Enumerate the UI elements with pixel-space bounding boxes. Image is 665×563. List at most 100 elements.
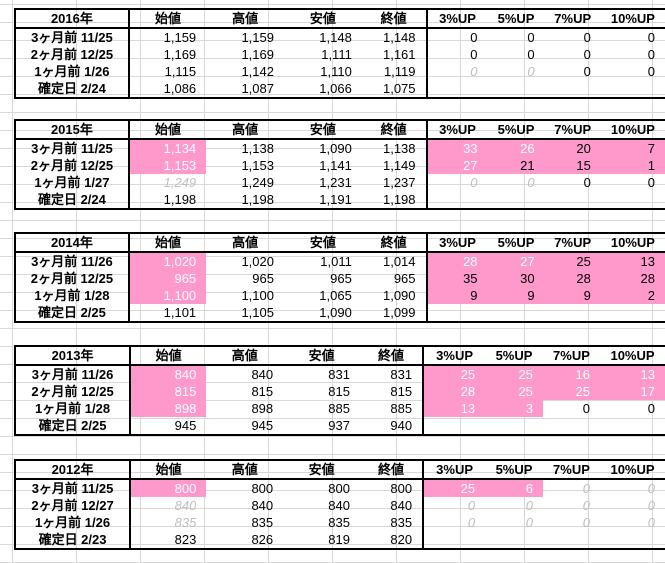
price-cell-start: 1,249 bbox=[163, 175, 197, 190]
table-row: 3ヶ月前 11/25 1,159 1,159 1,148 1,148 0 0 0 0 bbox=[16, 28, 665, 46]
price-cell-start: 800 bbox=[130, 479, 207, 497]
price-cell-start: 835 bbox=[174, 515, 197, 530]
column-header-high: 高値 bbox=[206, 347, 284, 366]
up-count-cell-up5: 0 bbox=[525, 515, 533, 530]
price-cell-start: 965 bbox=[128, 270, 207, 287]
up-count-cell-up5: 26 bbox=[487, 139, 545, 157]
column-header-up10: 10%UP bbox=[600, 10, 665, 29]
price-cell-high: 1,100 bbox=[241, 288, 274, 303]
up-count-cell-up7: 25 bbox=[542, 383, 601, 400]
up-count-cell-up10 bbox=[601, 80, 665, 97]
price-cell-low: 1,141 bbox=[319, 158, 352, 173]
column-header-up7: 7%UP bbox=[542, 461, 601, 480]
up-count-cell-up3: 25 bbox=[423, 479, 486, 497]
up-count-cell-up7: 9 bbox=[544, 287, 601, 304]
year-block-3: 2013年 始値 高値 安値 終値 3%UP 5%UP 7%UP 10%UP 3ヶ月前 11/26… bbox=[14, 345, 665, 436]
price-cell-close: 840 bbox=[359, 497, 425, 514]
price-cell-low: 1,066 bbox=[319, 81, 352, 96]
price-cell-low: 835 bbox=[328, 515, 350, 530]
column-header-close: 終値 bbox=[359, 461, 425, 480]
price-cell-start: 1,115 bbox=[164, 64, 197, 79]
row-label: 2ヶ月前 12/25 bbox=[16, 46, 130, 63]
price-cell-start: 1,134 bbox=[128, 139, 207, 157]
up-count-cell-up5: 0 bbox=[525, 498, 533, 513]
column-header-start: 始値 bbox=[130, 461, 207, 480]
price-cell-start: 823 bbox=[174, 532, 197, 547]
up-count-cell-up3 bbox=[427, 304, 488, 321]
table-row: 2ヶ月前 12/25 1,169 1,169 1,111 1,161 0 0 0 0 bbox=[16, 46, 665, 63]
up-count-cell-up5 bbox=[488, 191, 545, 208]
up-count-cell-up5: 0 bbox=[527, 175, 535, 190]
up-count-cell-up7 bbox=[545, 80, 601, 97]
up-count-cell-up7: 0 bbox=[583, 64, 591, 79]
table-row: 3ヶ月前 11/26 840 840 831 831 25 25 16 13 bbox=[16, 365, 665, 383]
up-count-cell-up5: 3 bbox=[485, 400, 543, 417]
row-label: 2ヶ月前 12/27 bbox=[16, 497, 132, 514]
row-label: 3ヶ月前 11/25 bbox=[16, 28, 130, 46]
column-header-up5: 5%UP bbox=[487, 121, 545, 140]
table-row: 3ヶ月前 11/25 800 800 800 800 25 6 0 0 bbox=[16, 479, 665, 497]
row-label: 確定日 2/23 bbox=[16, 531, 132, 548]
price-cell-close: 885 bbox=[359, 400, 425, 417]
row-label: 1ヶ月前 1/26 bbox=[16, 63, 130, 80]
up-count-cell-up5: 25 bbox=[485, 383, 543, 400]
row-label: 1ヶ月前 1/26 bbox=[16, 514, 132, 531]
column-header-up3: 3%UP bbox=[426, 121, 488, 140]
up-count-cell-up10: 0 bbox=[647, 481, 655, 496]
price-cell-start: 945 bbox=[174, 418, 197, 433]
up-count-cell-up7: 0 bbox=[582, 515, 591, 530]
table-row: 1ヶ月前 1/28 898 898 885 885 13 3 0 0 bbox=[16, 400, 665, 417]
price-cell-high: 835 bbox=[251, 515, 274, 530]
column-header-low: 安値 bbox=[284, 234, 362, 253]
up-count-cell-up7 bbox=[545, 191, 601, 208]
table-row: 確定日 2/23 823 826 819 820 bbox=[16, 531, 665, 548]
table-row: 3ヶ月前 11/26 1,020 1,020 1,011 1,014 28 27 25 13 bbox=[16, 252, 665, 270]
table-row: 2ヶ月前 12/25 815 815 815 815 28 25 25 17 bbox=[16, 383, 665, 400]
price-cell-start: 1,159 bbox=[163, 30, 197, 45]
price-cell-low: 840 bbox=[328, 498, 350, 513]
up-count-cell-up5: 0 bbox=[527, 47, 535, 62]
column-header-low: 安値 bbox=[283, 461, 360, 480]
column-header-up7: 7%UP bbox=[544, 234, 601, 253]
price-cell-start: 840 bbox=[130, 365, 207, 383]
price-cell-low: 1,111 bbox=[321, 47, 352, 62]
price-cell-start: 1,169 bbox=[163, 47, 197, 62]
up-count-cell-up5 bbox=[488, 304, 545, 321]
up-count-cell-up3: 25 bbox=[423, 365, 486, 383]
up-count-cell-up3: 27 bbox=[426, 157, 488, 174]
column-header-start: 始値 bbox=[130, 347, 207, 366]
price-cell-close: 835 bbox=[359, 514, 425, 531]
column-header-low: 安値 bbox=[284, 121, 362, 140]
up-count-cell-up10: 28 bbox=[600, 270, 665, 287]
up-count-cell-up5: 30 bbox=[487, 270, 545, 287]
table-row: 1ヶ月前 1/28 1,100 1,100 1,065 1,090 9 9 9 2 bbox=[16, 287, 665, 304]
up-count-cell-up5: 9 bbox=[487, 287, 545, 304]
price-cell-start: 1,086 bbox=[163, 81, 197, 96]
price-cell-start: 1,153 bbox=[128, 157, 207, 174]
row-label: 1ヶ月前 1/27 bbox=[16, 174, 130, 191]
column-header-up7: 7%UP bbox=[544, 121, 601, 140]
price-cell-high: 1,138 bbox=[241, 141, 274, 156]
price-cell-start: 1,020 bbox=[128, 252, 207, 270]
row-label: 3ヶ月前 11/26 bbox=[16, 365, 132, 383]
up-count-cell-up5: 6 bbox=[485, 479, 543, 497]
column-header-up10: 10%UP bbox=[600, 234, 665, 253]
column-header-start: 始値 bbox=[128, 10, 207, 29]
up-count-cell-up7: 0 bbox=[583, 30, 591, 45]
up-count-cell-up10: 0 bbox=[647, 515, 655, 530]
row-label: 1ヶ月前 1/28 bbox=[16, 287, 130, 304]
price-cell-close: 820 bbox=[359, 531, 425, 548]
column-header-up10: 10%UP bbox=[600, 121, 665, 140]
up-count-cell-up5: 0 bbox=[527, 64, 535, 79]
price-cell-high: 826 bbox=[251, 532, 274, 547]
column-header-start: 始値 bbox=[128, 234, 207, 253]
up-count-cell-up10 bbox=[600, 417, 665, 434]
row-label: 2ヶ月前 12/25 bbox=[16, 270, 130, 287]
column-header-up7: 7%UP bbox=[544, 10, 601, 29]
up-count-cell-up5: 27 bbox=[487, 252, 545, 270]
column-header-up10: 10%UP bbox=[600, 461, 665, 480]
up-count-cell-up3: 0 bbox=[470, 30, 478, 45]
price-cell-high: 840 bbox=[251, 498, 274, 513]
column-header-low: 安値 bbox=[284, 10, 362, 29]
price-cell-close: 1,148 bbox=[361, 28, 428, 46]
